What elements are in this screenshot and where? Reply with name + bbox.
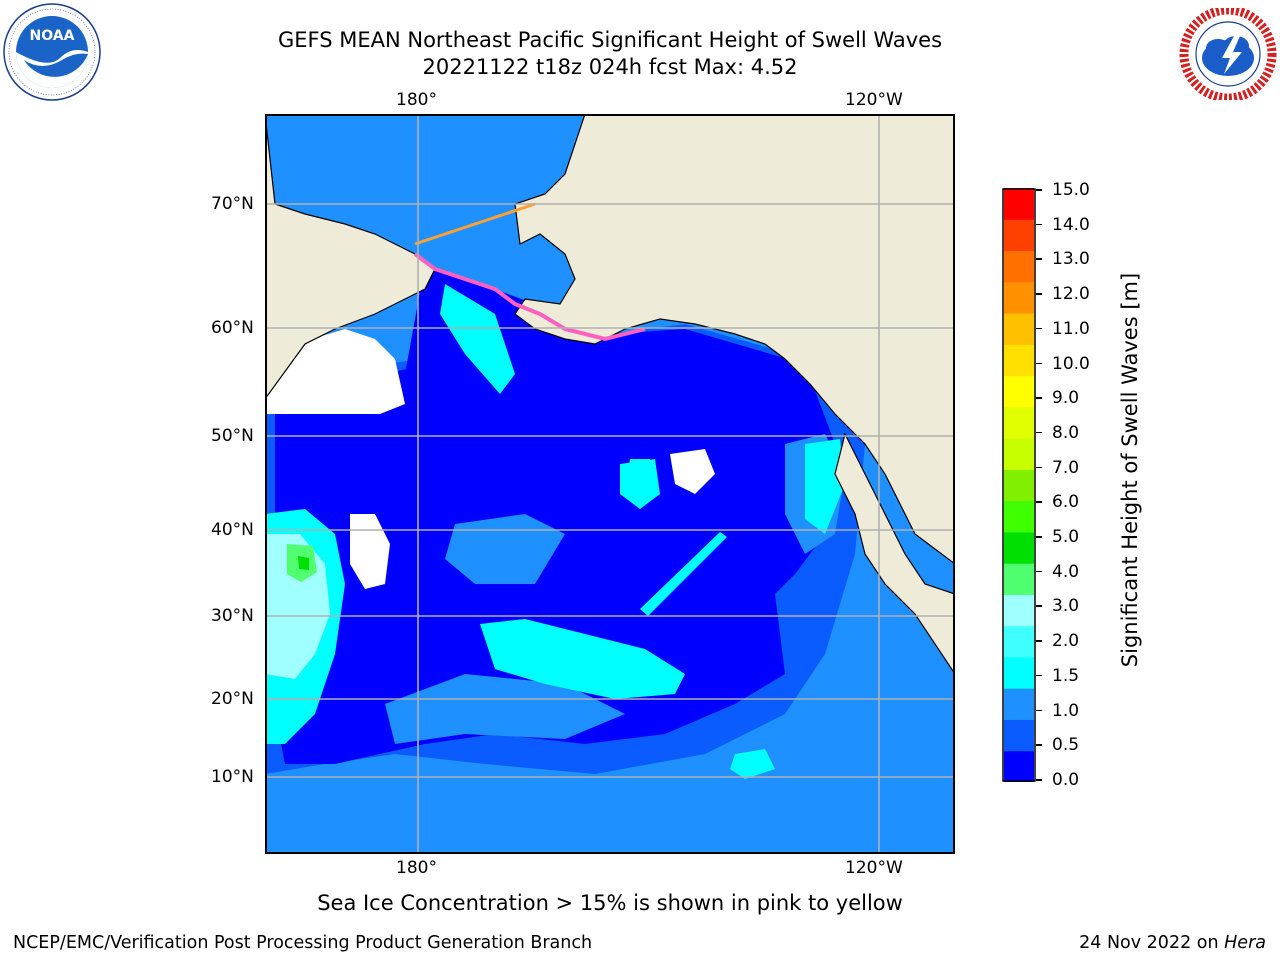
lat-label-20n: 20°N <box>211 689 254 709</box>
sea-ice-edge-north <box>414 202 536 246</box>
colorbar-segment <box>1004 375 1034 408</box>
top-lon-label-180: 180° <box>396 90 437 110</box>
colorbar-tick-mark <box>1036 293 1042 295</box>
colorbar-title-box: Significant Height of Swell Waves [m] <box>1100 262 1160 702</box>
top-lon-label-120w: 120°W <box>845 90 903 110</box>
colorbar-segment <box>1004 719 1034 752</box>
nws-logo <box>1179 8 1277 100</box>
footer-branch: NCEP/EMC/Verification Post Processing Pr… <box>13 933 593 953</box>
colorbar-tick-mark <box>1036 501 1042 503</box>
map-title: GEFS MEAN Northeast Pacific Significant … <box>277 28 943 52</box>
band-1p5-hawaii-e <box>730 749 775 779</box>
colorbar-tick-mark <box>1036 674 1042 677</box>
colorbar-segment <box>1004 469 1034 502</box>
colorbar-tick-mark <box>1036 605 1042 607</box>
white-area-mid <box>350 514 390 589</box>
colorbar-tick-label: 12.0 <box>1052 284 1090 305</box>
colorbar-tick-label: 6.0 <box>1052 492 1080 513</box>
colorbar-tick-mark <box>1036 640 1042 642</box>
colorbar-segment <box>1004 438 1034 470</box>
sea-ice-caption: Sea Ice Concentration > 15% is shown in … <box>317 891 903 915</box>
colorbar-tick-mark <box>1036 431 1042 434</box>
colorbar-segment <box>1004 281 1034 314</box>
colorbar-segment <box>1004 406 1034 439</box>
colorbar-segment <box>1004 219 1034 252</box>
colorbar-tick-mark <box>1036 466 1042 469</box>
colorbar-segment <box>1004 594 1034 627</box>
colorbar-title: Significant Height of Swell Waves [m] <box>1118 272 1142 668</box>
colorbar-segment <box>1004 344 1034 377</box>
colorbar-tick-label: 14.0 <box>1052 214 1090 235</box>
land-alaska-canada <box>514 114 955 565</box>
band-1p5-bering <box>440 284 515 394</box>
band-1p5-mid-n <box>625 459 650 494</box>
colorbar-tick-label: 2.0 <box>1052 631 1080 652</box>
colorbar-tick-label: 4.0 <box>1052 561 1080 582</box>
colorbar-frame <box>1002 188 1036 782</box>
map-frame <box>265 114 955 854</box>
colorbar-tick-label: 13.0 <box>1052 249 1090 270</box>
footer-host: Hera <box>1224 933 1266 953</box>
band-1-south <box>385 674 625 744</box>
colorbar-segment <box>1004 750 1034 782</box>
colorbar-tick-label: 3.0 <box>1052 596 1080 617</box>
colorbar-tick-label: 9.0 <box>1052 388 1080 409</box>
colorbar-segment <box>1004 500 1034 533</box>
colorbar-tick-label: 1.0 <box>1052 700 1080 721</box>
colorbar-tick-mark <box>1036 779 1042 781</box>
colorbar-tick-label: 10.0 <box>1052 353 1090 374</box>
colorbar <box>1002 188 1036 782</box>
lat-label-40n: 40°N <box>211 520 254 540</box>
colorbar-tick-mark <box>1036 570 1042 573</box>
lat-label-10n: 10°N <box>211 767 254 787</box>
colorbar-tick-label: 8.0 <box>1052 422 1080 443</box>
colorbar-tick-mark <box>1036 362 1042 365</box>
bottom-lon-label-180: 180° <box>396 858 437 878</box>
lat-label-30n: 30°N <box>211 606 254 626</box>
colorbar-segment <box>1004 688 1034 720</box>
band-1p5-streak <box>640 532 727 616</box>
band-1-mid <box>445 514 565 584</box>
noaa-logo-text: NOAA <box>30 28 75 44</box>
colorbar-tick-mark <box>1036 189 1042 191</box>
colorbar-tick-label: 15.0 <box>1052 180 1090 200</box>
colorbar-tick-mark <box>1036 709 1042 712</box>
map-gridlines <box>265 114 955 854</box>
footer-date: 24 Nov 2022 on Hera <box>1079 932 1266 954</box>
lat-label-60n: 60°N <box>211 318 254 338</box>
colorbar-segment <box>1004 531 1034 564</box>
band-4-west <box>298 556 309 570</box>
colorbar-tick-label: 7.0 <box>1052 457 1080 478</box>
band-1p5-coast <box>805 439 845 534</box>
swell-height-map <box>265 114 955 854</box>
footer-date-text: 24 Nov 2022 on <box>1079 933 1225 953</box>
bottom-lon-label-120w: 120°W <box>845 858 903 878</box>
colorbar-segment <box>1004 625 1034 658</box>
white-area-east <box>670 449 715 494</box>
colorbar-tick-label: 11.0 <box>1052 318 1090 339</box>
sea-ice-edge <box>413 252 646 342</box>
colorbar-tick-mark <box>1036 327 1042 330</box>
colorbar-segment <box>1004 656 1034 689</box>
lat-label-70n: 70°N <box>211 194 254 214</box>
colorbar-segment <box>1004 188 1034 220</box>
colorbar-tick-label: 1.5 <box>1052 665 1080 686</box>
noaa-logo: NOAA <box>3 3 101 101</box>
colorbar-tick-label: 0.0 <box>1052 770 1080 790</box>
colorbar-segment <box>1004 250 1034 283</box>
colorbar-tick-mark <box>1036 536 1042 538</box>
colorbar-segment <box>1004 563 1034 595</box>
colorbar-tick-mark <box>1036 397 1042 399</box>
lat-label-50n: 50°N <box>211 426 254 446</box>
colorbar-tick-mark <box>1036 744 1042 746</box>
band-1p5-central <box>480 619 685 699</box>
colorbar-segment <box>1004 313 1034 345</box>
map-subtitle: 20221122 t18z 024h fcst Max: 4.52 <box>422 55 798 79</box>
land-north-america <box>834 432 955 676</box>
colorbar-tick-label: 0.5 <box>1052 735 1080 756</box>
colorbar-tick-label: 5.0 <box>1052 527 1080 548</box>
colorbar-tick-mark <box>1036 258 1042 260</box>
colorbar-tick-mark <box>1036 223 1042 226</box>
